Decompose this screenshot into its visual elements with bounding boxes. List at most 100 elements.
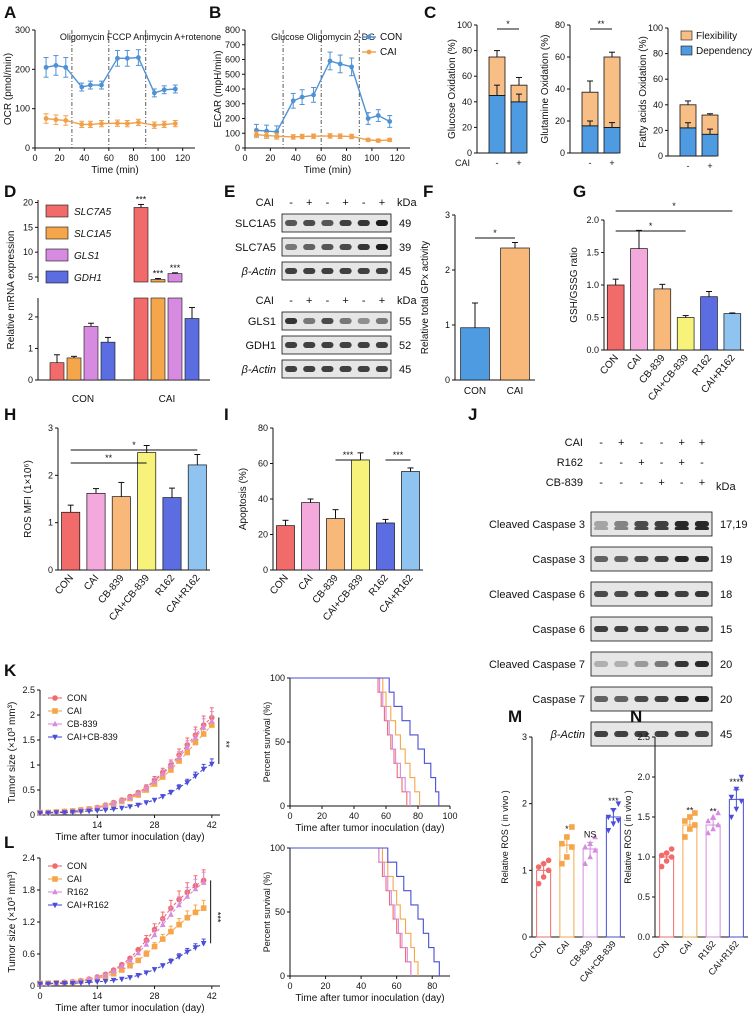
y-tick-label: 1	[30, 760, 35, 770]
significance-label: ***	[170, 263, 181, 273]
panel-C-legend: Flexibility Dependency CAI	[455, 30, 752, 168]
blot-label: Caspase 3	[532, 554, 585, 566]
data-point	[115, 55, 120, 61]
y-tick-label: 0.5	[586, 313, 599, 323]
y-tick-label: 0	[30, 810, 35, 820]
data-point	[587, 840, 593, 846]
condition-label: CB-839	[546, 477, 583, 489]
data-point	[135, 790, 141, 796]
y-tick-label: 1	[28, 343, 33, 353]
blot-frame	[590, 511, 713, 537]
kda-header: kDa	[397, 197, 417, 209]
cai-sign: +	[306, 197, 312, 209]
data-point	[53, 63, 59, 68]
legend-marker	[366, 49, 372, 55]
data-point	[365, 116, 371, 121]
blot-band	[357, 244, 370, 250]
x-tick-label: 100	[442, 811, 457, 821]
blot-band	[614, 626, 629, 632]
data-point	[311, 92, 316, 98]
y-tick-label: 0	[467, 148, 472, 158]
survival-curve	[290, 677, 421, 806]
y-tick-label: 0	[25, 143, 30, 153]
data-point	[151, 90, 157, 96]
data-point	[119, 805, 125, 812]
data-point	[705, 817, 711, 824]
data-point	[738, 798, 745, 805]
blot-band	[654, 661, 669, 667]
x-tick-label: 100	[364, 153, 379, 163]
data-point	[605, 814, 612, 821]
blot-frame	[281, 213, 392, 233]
kda-header: kDa	[397, 295, 417, 307]
blot-kda: 52	[399, 340, 411, 352]
data-point	[94, 979, 101, 986]
data-point	[192, 909, 199, 916]
cai-sign: -	[362, 295, 366, 307]
data-point	[176, 921, 182, 928]
y-tick-label: 2	[28, 312, 33, 322]
data-point	[545, 857, 552, 864]
x-tick-label: 80	[427, 981, 437, 991]
blot-band	[594, 591, 609, 597]
significance-label: ***	[136, 194, 147, 204]
data-point	[184, 749, 191, 756]
x-tick-label: 42	[207, 991, 217, 1001]
data-point	[387, 119, 393, 124]
blot-band	[614, 731, 629, 737]
legend-label: SLC1A5	[74, 229, 112, 240]
blot-label: SLC7A5	[235, 242, 276, 254]
y-tick-label: 20	[23, 197, 33, 207]
blot-band	[634, 626, 649, 632]
data-point	[161, 87, 167, 93]
data-point	[592, 847, 598, 853]
data-point	[290, 134, 296, 140]
blot-band	[654, 626, 669, 632]
data-point	[535, 864, 542, 870]
y-tick-label: 1	[522, 865, 527, 875]
data-point	[37, 810, 43, 817]
blot-band	[614, 527, 629, 530]
series-line	[40, 717, 213, 814]
bar	[66, 357, 82, 381]
x-tick-label: 20	[317, 811, 327, 821]
y-tick-label: 300	[15, 25, 30, 35]
legend-label: GDH1	[74, 273, 102, 284]
x-tick-label: 100	[151, 153, 166, 163]
y-tick-label: 0.5	[637, 892, 650, 902]
panel-C-chart: 0 20 40 60 80 Glutamine Oxidation (%) - + **	[540, 19, 621, 168]
x-tick-label: CAI	[297, 573, 316, 593]
y-tick-label: 0	[280, 971, 285, 981]
blot-band	[694, 661, 709, 667]
data-point	[52, 888, 58, 895]
data-point	[151, 943, 158, 950]
y-tick-label: 100	[457, 20, 472, 30]
x-tick-label: 80	[128, 153, 138, 163]
injection-annotation: Glucose Oligomycin 2-DG	[271, 32, 375, 42]
data-point	[728, 814, 735, 821]
data-point	[135, 973, 141, 979]
data-point	[264, 133, 269, 138]
data-point	[692, 810, 698, 816]
condition-sign: +	[699, 437, 705, 449]
y-tick-label: 600	[225, 55, 240, 65]
data-point	[119, 976, 125, 983]
blot-band	[634, 696, 649, 702]
data-point	[184, 744, 191, 750]
condition-sign: -	[640, 437, 644, 449]
data-point	[299, 94, 305, 100]
survival-curve	[290, 677, 408, 806]
blot-label: β-Actin	[241, 364, 276, 376]
panel-letter: B	[209, 3, 221, 22]
panel-L-survival: 0 20 40 60 80 Time after tumor inoculation (d…	[262, 843, 450, 1004]
blot-kda: 17,19	[720, 519, 748, 531]
significance-label: ***	[213, 912, 223, 923]
x-axis-title: Time after tumor inoculation (day)	[55, 1003, 204, 1014]
data-point	[176, 754, 182, 760]
kda-header: kDa	[716, 481, 736, 493]
blot-band	[634, 661, 649, 667]
legend-label: R162	[67, 887, 89, 897]
data-point	[127, 962, 133, 969]
data-point	[564, 854, 570, 860]
y-tick-label: 2.5	[637, 732, 650, 742]
